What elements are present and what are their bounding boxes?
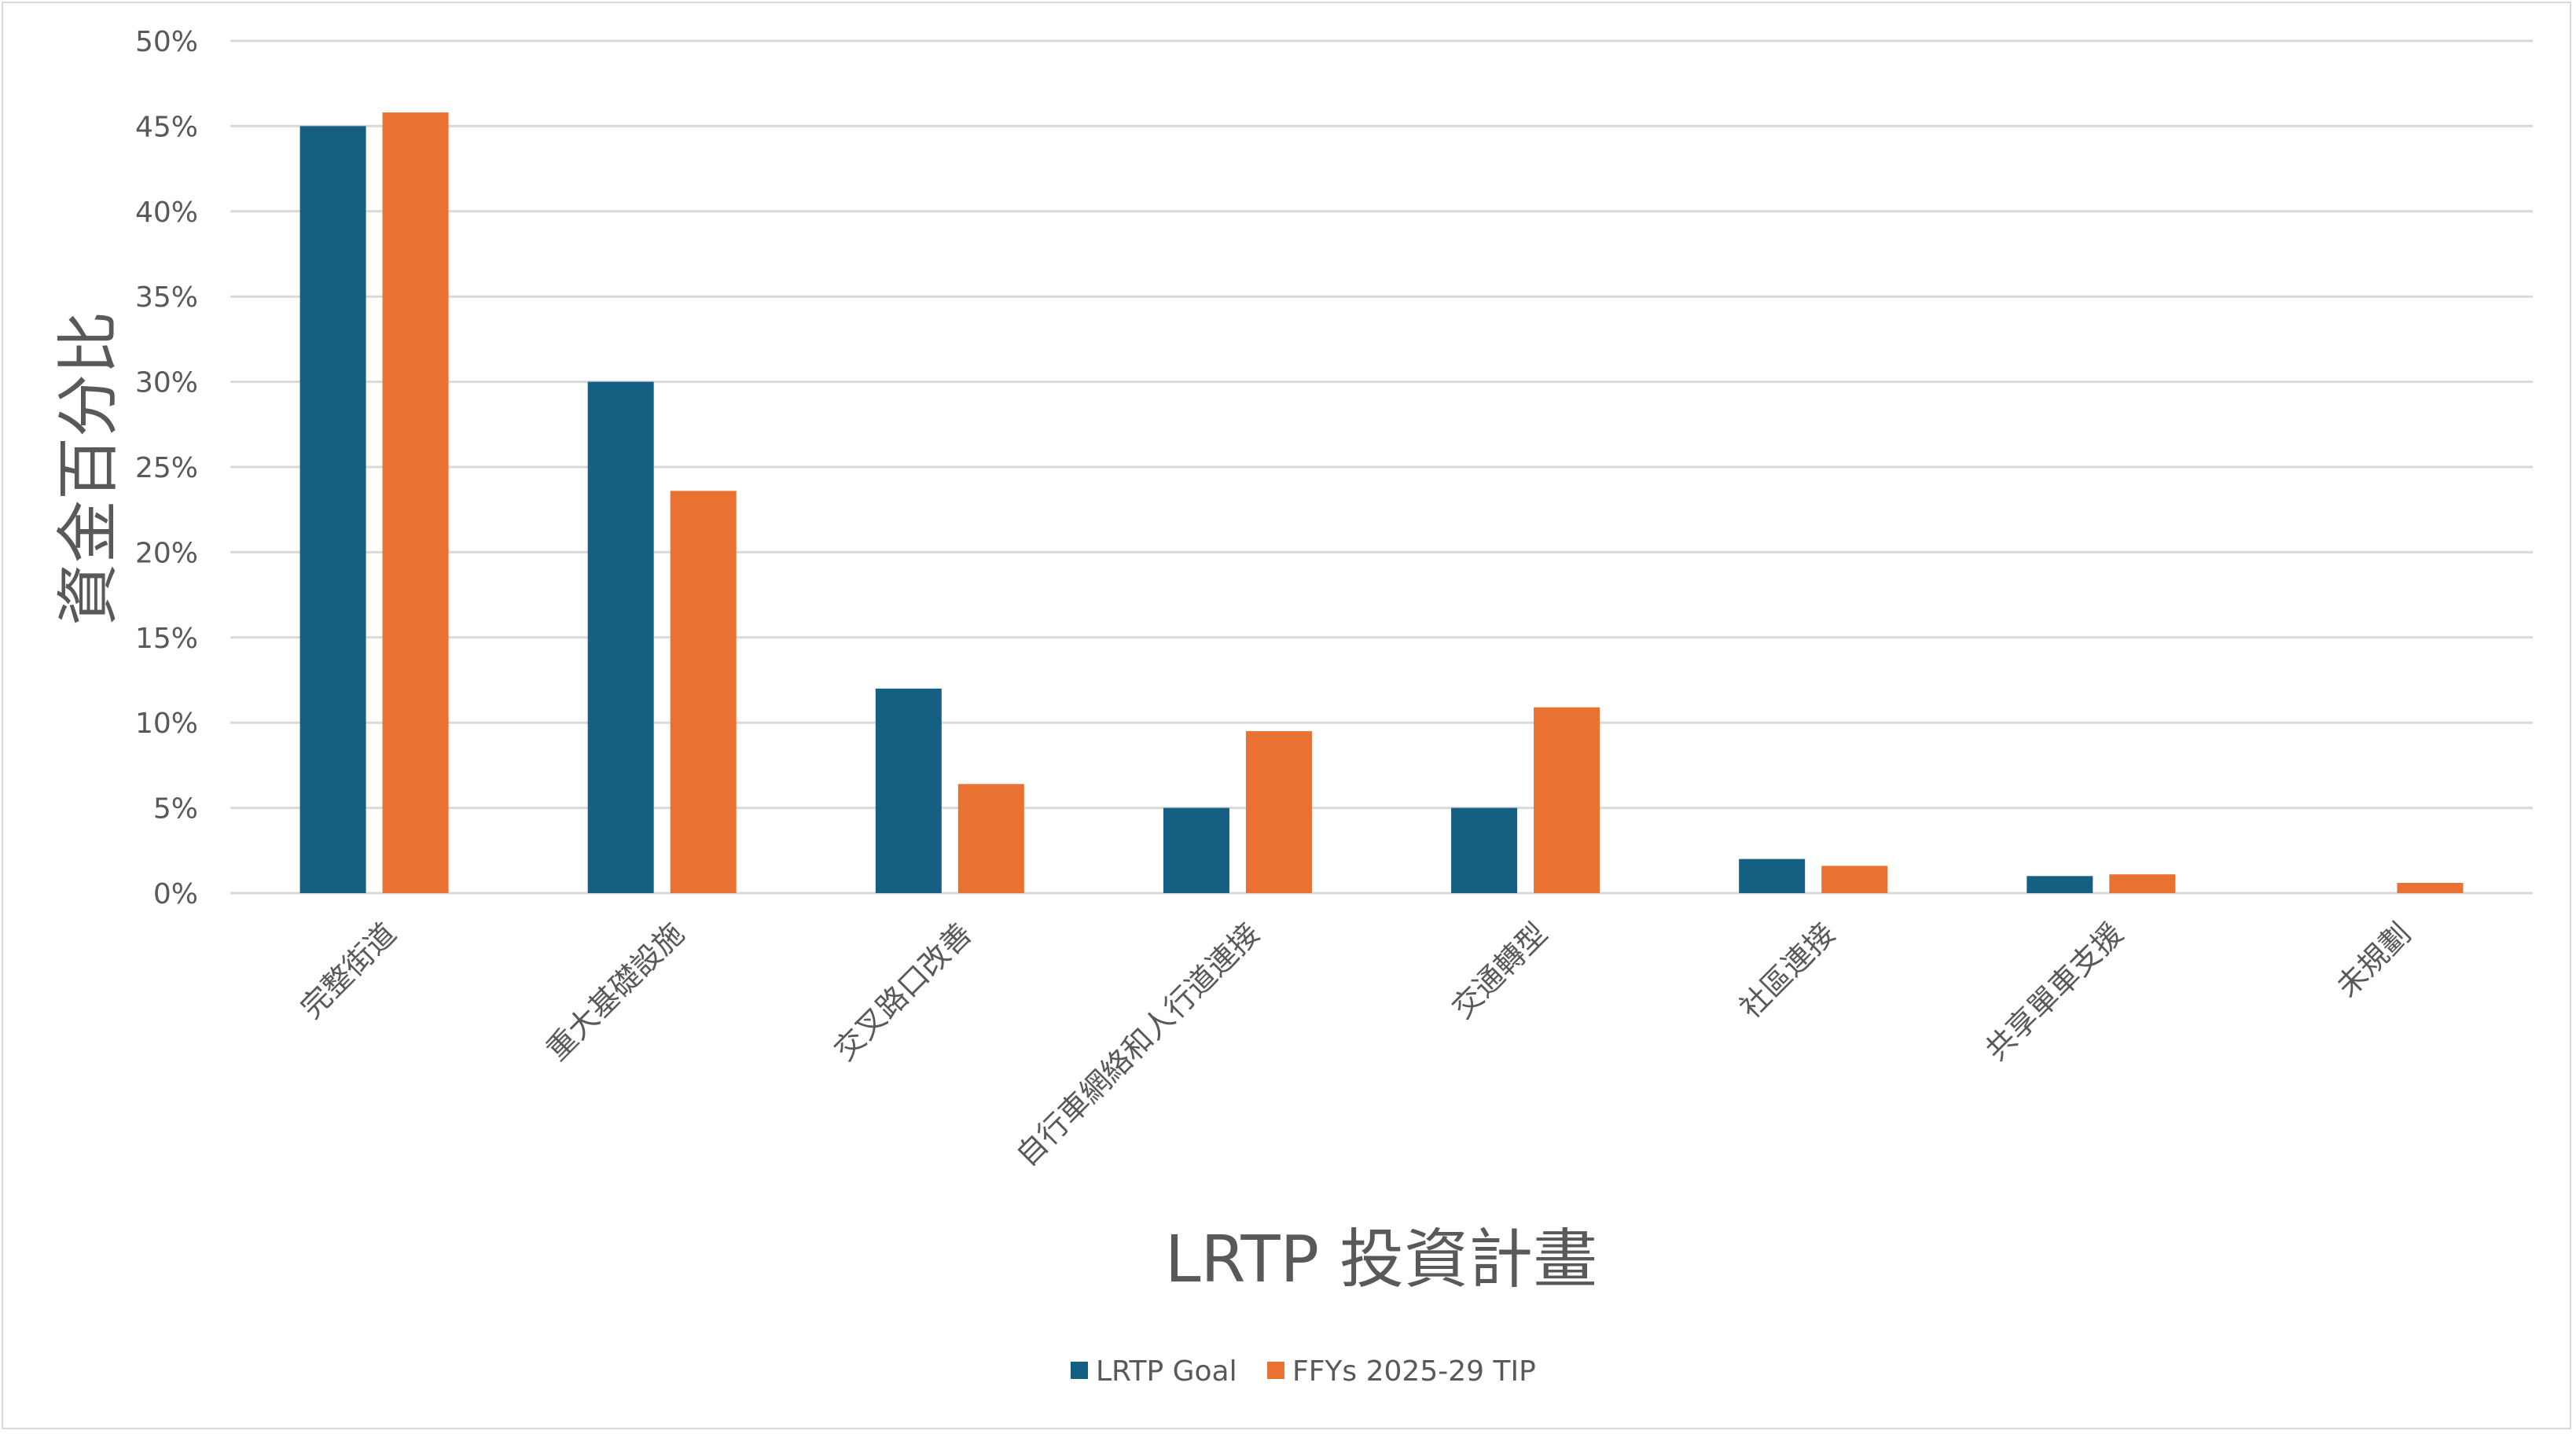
legend: LRTP Goal FFYs 2025-29 TIP (1071, 1355, 1536, 1388)
x-tick-label: 交通轉型 (1445, 916, 1554, 1025)
y-tick-label: 10% (135, 708, 198, 740)
bar-tip-5 (1821, 866, 1888, 893)
y-tick-label: 30% (135, 367, 198, 399)
x-tick-label: 重大基礎設施 (539, 916, 690, 1067)
bar-lrtp-goal-6 (2027, 876, 2093, 893)
y-tick-label: 0% (153, 878, 198, 910)
bar-lrtp-goal-2 (875, 688, 942, 893)
y-tick-label: 40% (135, 197, 198, 229)
y-tick-labels: 0% 5% 10% 15% 20% 25% 30% 35% 40% 45% 50% (135, 26, 198, 910)
y-tick-label: 25% (135, 452, 198, 484)
bar-tip-7 (2397, 882, 2464, 893)
gridlines (230, 39, 2533, 895)
y-tick-label: 50% (135, 26, 198, 58)
bars (299, 112, 2464, 894)
bar-lrtp-goal-3 (1163, 807, 1229, 893)
x-tick-label: 社區連接 (1733, 916, 1842, 1025)
x-axis-title: LRTP 投資計畫 (1165, 1223, 1597, 1297)
bar-tip-3 (1245, 731, 1312, 893)
x-tick-labels: 完整街道 重大基礎設施 交叉路口改善 自行車網絡和人行道連接 交通轉型 社區連接 共享單車支… (294, 916, 2417, 1173)
bar-lrtp-goal-4 (1451, 807, 1518, 893)
bar-tip-2 (957, 784, 1024, 893)
y-tick-label: 20% (135, 537, 198, 569)
y-tick-label: 35% (135, 281, 198, 314)
x-tick-label: 自行車網絡和人行道連接 (1009, 916, 1266, 1173)
x-tick-label: 交叉路口改善 (827, 916, 978, 1067)
bar-lrtp-goal-0 (299, 126, 366, 893)
x-tick-label: 共享單車支援 (1979, 916, 2130, 1067)
x-tick-label: 完整街道 (294, 916, 403, 1025)
legend-swatch-1 (1267, 1362, 1284, 1379)
y-tick-label: 45% (135, 111, 198, 143)
bar-tip-0 (382, 112, 449, 893)
bar-tip-1 (670, 491, 737, 893)
y-tick-label: 15% (135, 623, 198, 655)
bar-lrtp-goal-5 (1739, 859, 1806, 893)
legend-label-0: LRTP Goal (1096, 1355, 1237, 1388)
bar-tip-6 (2109, 874, 2176, 893)
legend-swatch-0 (1071, 1362, 1088, 1379)
x-tick-label: 未規劃 (2330, 916, 2418, 1004)
bar-lrtp-goal-1 (587, 381, 654, 894)
y-axis-title: 資金百分比 (52, 311, 125, 626)
bar-tip-4 (1534, 707, 1600, 893)
legend-label-1: FFYs 2025-29 TIP (1292, 1355, 1536, 1388)
y-tick-label: 5% (153, 793, 198, 825)
